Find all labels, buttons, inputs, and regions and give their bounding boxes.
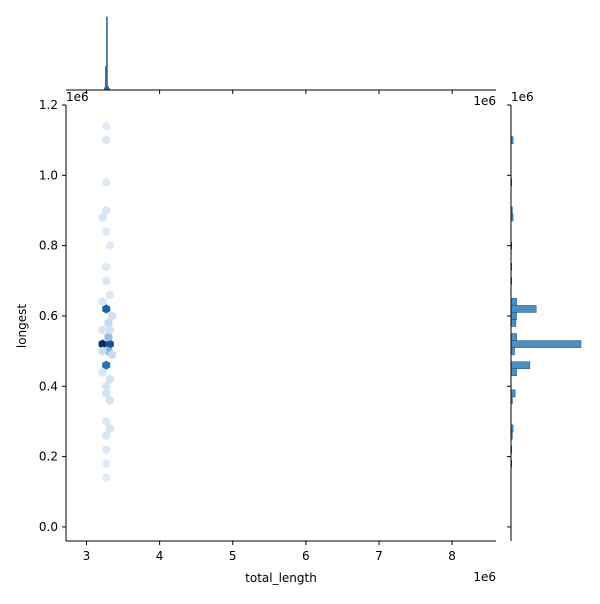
right-histogram-bar	[510, 347, 515, 355]
hexbin-cell	[108, 311, 117, 321]
right-histogram-bar	[510, 333, 517, 341]
hexbin-cell	[102, 388, 111, 398]
hexbin-cell	[98, 346, 107, 356]
hexbin-cell	[102, 304, 111, 314]
right-marginal-histogram	[507, 104, 582, 541]
y-tick-label: 1.2	[39, 98, 58, 112]
x-tick-label: 3	[83, 549, 91, 563]
y-tick-label: 0.8	[39, 239, 58, 253]
hexbin-cell	[98, 297, 107, 307]
hexbin-cell	[105, 395, 114, 405]
hexbin-cell	[105, 325, 114, 335]
hexbin-cell	[105, 339, 114, 349]
x-tick-label: 7	[375, 549, 383, 563]
hexbin-cell	[105, 374, 114, 384]
right-histogram-bar	[510, 298, 517, 306]
y-axis-label: longest	[15, 304, 29, 349]
hexbin-cell	[98, 339, 107, 349]
right-histogram-bar	[510, 361, 531, 369]
hexbin-cell	[104, 318, 113, 328]
y-scale-multiplier: 1e6	[66, 90, 89, 104]
right-histogram-bar	[510, 340, 582, 348]
hexbin-cell	[105, 241, 114, 251]
y-tick-label: 0.6	[39, 309, 58, 323]
hexbin-cell	[102, 360, 111, 370]
hexbin-cell	[102, 381, 111, 391]
hexbin-cell	[98, 212, 107, 223]
axes-layer: 3 4 5 6 7 8 0.0 0.2 0.4 0.6 0.8 1.0 1.2	[39, 98, 496, 563]
x-tick-label: 4	[156, 549, 164, 563]
x-axis-label: total_length	[245, 571, 317, 585]
top-histogram-bar	[106, 16, 108, 91]
hexbin-cell	[102, 177, 111, 187]
right-histogram-bar	[510, 389, 516, 398]
right-histogram-bar	[510, 312, 517, 320]
hexbin-cell	[108, 350, 117, 360]
y-tick-label: 1.0	[39, 168, 58, 182]
hexbin-cell	[98, 325, 107, 335]
right-histogram-bar	[510, 319, 517, 327]
hexbin-cell	[102, 416, 111, 427]
x-scale-multiplier: 1e6	[473, 570, 496, 584]
top-marginal-scale-multiplier: 1e6	[473, 94, 496, 108]
hexbin-cell	[102, 459, 111, 469]
y-tick-label: 0.2	[39, 450, 58, 464]
right-marginal-scale-multiplier: 1e6	[511, 90, 534, 104]
top-marginal-histogram	[66, 16, 496, 94]
hexbin-cell	[102, 262, 111, 272]
hexbin-cell	[102, 226, 111, 237]
hexbin-cell	[102, 205, 111, 216]
hexbin-cell	[102, 135, 111, 145]
y-tick-label: 0.4	[39, 379, 58, 393]
hexbin-cell	[102, 276, 111, 286]
hexbin-cell	[98, 367, 107, 377]
hexbin-cell	[102, 121, 111, 131]
right-histogram-bar	[510, 368, 517, 376]
right-histogram-bar	[510, 305, 537, 313]
x-tick-label: 6	[302, 549, 310, 563]
hexbin-cell	[104, 332, 113, 342]
y-tick-label: 0.0	[39, 520, 58, 534]
x-tick-label: 8	[448, 549, 456, 563]
x-tick-label: 5	[229, 549, 237, 563]
hexbin-cell	[105, 290, 114, 300]
hexbin-cell	[105, 423, 114, 434]
hexbin-cell	[102, 444, 111, 455]
hexbin-cell	[102, 430, 111, 441]
hexbin-cell	[102, 473, 111, 483]
main-plot-area	[98, 121, 117, 483]
